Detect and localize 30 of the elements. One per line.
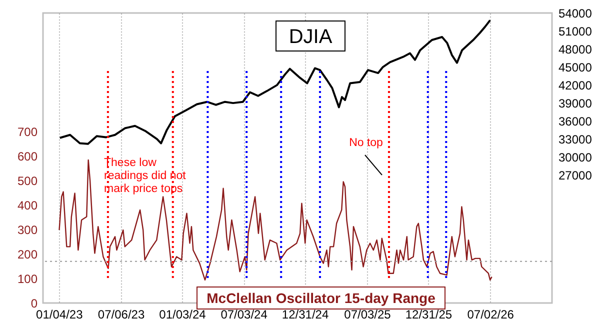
- y2-tick-label: 27000: [558, 168, 592, 183]
- y2-tick-label: 33000: [558, 132, 592, 147]
- y2-tick-label: 48000: [558, 42, 592, 57]
- y2-tick-label: 42000: [558, 78, 592, 93]
- series-label: DJIA: [288, 26, 333, 48]
- x-tick-label: 07/03/24: [220, 308, 268, 322]
- line-series: [58, 159, 492, 281]
- x-tick-label: 07/06/23: [98, 308, 145, 322]
- y2-tick-label: 54000: [558, 6, 592, 20]
- y2-tick-label: 36000: [558, 114, 592, 129]
- y-tick-label: 700: [17, 125, 38, 140]
- series-label: McClellan Oscillator 15-day Range: [206, 290, 436, 306]
- x-tick-label: 01/03/24: [159, 308, 206, 322]
- y-tick-label: 600: [17, 150, 38, 164]
- y-tick-label: 0: [30, 296, 38, 310]
- annotation: No top: [349, 137, 383, 149]
- x-tick-label: 07/03/25: [344, 308, 392, 322]
- x-tick-label: 12/31/25: [405, 308, 452, 322]
- y2-tick-label: 39000: [558, 96, 592, 111]
- y-tick-label: 100: [17, 272, 38, 286]
- y-tick-label: 200: [17, 248, 38, 262]
- x-tick-label: 07/02/26: [467, 308, 514, 322]
- x-tick-label: 12/31/24: [282, 308, 329, 322]
- y-tick-label: 300: [17, 223, 38, 238]
- y-tick-label: 500: [17, 174, 38, 188]
- y2-tick-label: 30000: [558, 150, 592, 165]
- y2-tick-label: 51000: [558, 24, 592, 39]
- x-tick-label: 01/04/23: [36, 308, 84, 322]
- y-tick-label: 400: [17, 198, 38, 213]
- y2-tick-label: 45000: [558, 60, 592, 75]
